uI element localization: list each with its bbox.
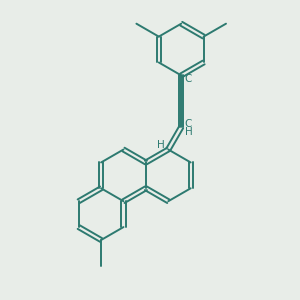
- Text: C: C: [184, 74, 191, 84]
- Text: H: H: [157, 140, 164, 150]
- Text: C: C: [184, 118, 191, 128]
- Text: H: H: [185, 127, 193, 136]
